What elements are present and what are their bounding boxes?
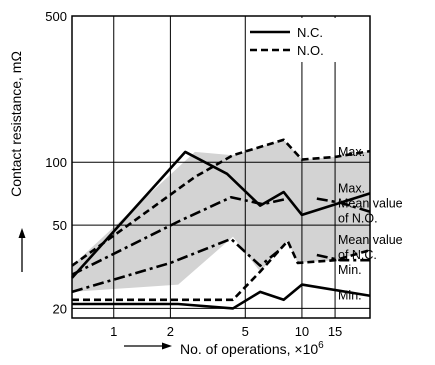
plot-frame xyxy=(71,15,371,319)
series-no-min-line xyxy=(72,239,371,302)
legend-label-nc: N.C. xyxy=(297,25,323,40)
shaded-region-layer xyxy=(72,139,370,292)
y-tick-label-20: 20 xyxy=(53,301,67,316)
series-nc-min-line xyxy=(72,283,371,310)
series-no-max-line xyxy=(71,138,371,267)
plot-frame-layer xyxy=(71,15,371,319)
series-layer xyxy=(71,138,371,310)
annotation-max-0: Max. xyxy=(338,145,365,159)
annotation-mean-value-2: Mean value xyxy=(338,196,403,210)
x-tick-label-1: 1 xyxy=(110,324,117,339)
tick-label-layer: 1 2 5 10 15 20 50 100 500 xyxy=(18,9,342,350)
y-axis-arrow-head xyxy=(18,228,26,238)
x-tick-label-5: 5 xyxy=(242,324,249,339)
x-axis-arrow-head xyxy=(162,342,172,350)
x-tick-label-10: 10 xyxy=(295,324,309,339)
shaded-range-region xyxy=(72,139,370,292)
annotation-of-n-c-5: of N.C. xyxy=(338,248,377,262)
annotation-mean-value-4: Mean value xyxy=(338,233,403,247)
y-tick-label-500: 500 xyxy=(45,9,67,24)
annotation-of-n-o-3: of N.O. xyxy=(338,211,378,225)
annotation-min-7: Min. xyxy=(338,289,362,303)
legend: N.C. N.O. xyxy=(246,18,350,62)
legend-label-no: N.O. xyxy=(297,43,324,58)
y-tick-label-100: 100 xyxy=(45,155,67,170)
annotation-max-1: Max. xyxy=(338,181,365,195)
legend-background xyxy=(246,18,350,62)
x-tick-label-2: 2 xyxy=(167,324,174,339)
x-axis-label: No. of operations, ×106 xyxy=(180,340,324,357)
y-tick-label-50: 50 xyxy=(53,218,67,233)
series-nc-mean-line-2 xyxy=(316,253,370,262)
series-no-mean-line-1 xyxy=(71,195,288,276)
x-axis-label-text: No. of operations, ×10 xyxy=(180,341,318,357)
x-tick-label-15: 15 xyxy=(328,324,342,339)
x-axis-label-exponent: 6 xyxy=(318,340,324,351)
series-nc-max-line xyxy=(71,150,371,279)
series-nc-mean-line-1 xyxy=(71,237,281,294)
annotation-min-6: Min. xyxy=(338,263,362,277)
y-axis-label: Contact resistance, mΩ xyxy=(8,51,24,197)
